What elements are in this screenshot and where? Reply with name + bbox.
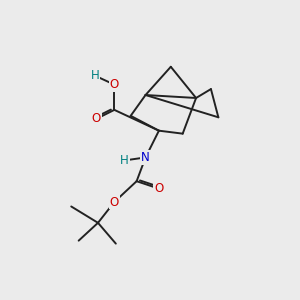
Text: O: O: [92, 112, 101, 125]
Text: H: H: [120, 154, 129, 167]
Text: N: N: [141, 151, 150, 164]
Text: O: O: [110, 78, 119, 91]
Text: H: H: [91, 69, 99, 82]
Text: O: O: [110, 196, 119, 208]
Text: O: O: [154, 182, 164, 195]
